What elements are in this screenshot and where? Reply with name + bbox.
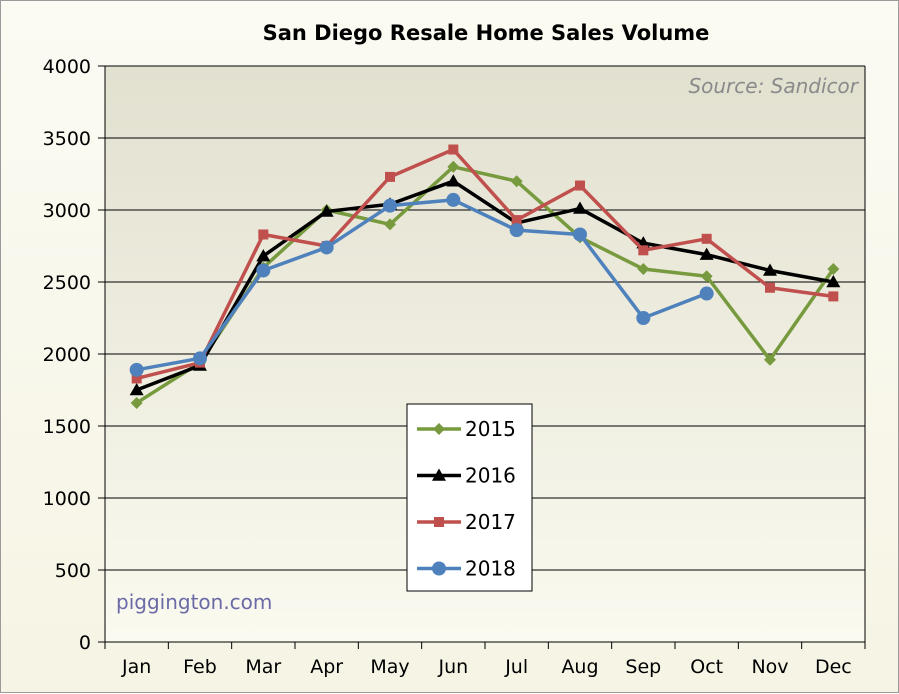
source-note: Source: Sandicor bbox=[688, 74, 859, 98]
data-point-2017-sep bbox=[638, 245, 649, 256]
legend-items: 2015 2016 2017 2018 bbox=[417, 417, 516, 581]
y-tick-label: 1000 bbox=[43, 488, 91, 510]
data-point-2017-nov bbox=[765, 282, 775, 293]
data-point-2018-oct bbox=[699, 286, 714, 301]
data-point-2017-jun bbox=[448, 144, 459, 155]
data-point-2016-jun bbox=[446, 174, 461, 187]
x-tick-label-dec: Dec bbox=[815, 656, 852, 678]
legend-item-2015: 2015 bbox=[417, 417, 516, 441]
data-point-2017-may bbox=[385, 171, 395, 182]
legend-item-2018: 2018 bbox=[417, 557, 516, 581]
data-point-2015-nov bbox=[764, 353, 776, 366]
series-group bbox=[129, 144, 841, 409]
y-tick-label: 0 bbox=[79, 632, 91, 654]
y-tick-label: 500 bbox=[55, 560, 91, 582]
legend-swatch-marker-2015 bbox=[433, 423, 445, 435]
data-point-2016-dec bbox=[826, 275, 841, 288]
legend-item-2016: 2016 bbox=[417, 464, 516, 488]
data-point-2018-sep bbox=[636, 311, 651, 325]
data-point-2015-may bbox=[384, 218, 396, 231]
data-point-2018-jun bbox=[446, 192, 461, 207]
data-point-2016-mar bbox=[256, 249, 271, 262]
legend-label-2016: 2016 bbox=[465, 464, 516, 488]
legend-swatch-marker-2017 bbox=[434, 517, 444, 527]
data-point-2016-oct bbox=[699, 247, 714, 260]
data-point-2015-sep bbox=[637, 263, 650, 276]
data-point-2018-mar bbox=[256, 263, 271, 278]
legend-label-2015: 2015 bbox=[465, 417, 516, 441]
x-tick-label-jan: Jan bbox=[121, 656, 151, 678]
series-line-2016 bbox=[136, 179, 834, 392]
x-tick-label-mar: Mar bbox=[245, 656, 281, 678]
y-tick-label: 1500 bbox=[43, 416, 91, 438]
legend-label-2018: 2018 bbox=[465, 557, 516, 581]
data-point-2018-jul bbox=[509, 223, 524, 238]
data-point-2015-dec bbox=[827, 263, 840, 276]
y-tick-label: 3000 bbox=[43, 200, 91, 222]
data-point-2016-aug bbox=[573, 201, 587, 214]
x-tick-label-apr: Apr bbox=[310, 656, 343, 678]
y-tick-label: 2000 bbox=[43, 344, 91, 366]
data-point-2017-dec bbox=[828, 291, 839, 302]
axes: 0 500 1000 1500 2000 2500 3000 3500 4000 Jan Feb Ma… bbox=[43, 56, 866, 678]
series-line-2017 bbox=[136, 147, 834, 381]
data-point-2016-jan bbox=[129, 383, 144, 396]
x-tick-label-oct: Oct bbox=[690, 656, 723, 678]
series-2018 bbox=[129, 192, 714, 377]
data-point-2018-jan bbox=[129, 362, 144, 377]
data-point-2017-oct bbox=[701, 233, 712, 244]
x-tick-label-jun: Jun bbox=[437, 656, 468, 678]
y-tick-label: 4000 bbox=[43, 56, 91, 78]
data-point-2018-feb bbox=[193, 351, 207, 366]
x-tick-label-jul: Jul bbox=[504, 656, 528, 678]
x-tick-label-feb: Feb bbox=[183, 656, 217, 678]
data-point-2017-jul bbox=[511, 215, 522, 226]
watermark-text: piggington.com bbox=[116, 590, 272, 614]
data-point-2018-may bbox=[383, 198, 397, 213]
y-tick-label: 3500 bbox=[43, 128, 91, 150]
x-tick-label-sep: Sep bbox=[625, 656, 661, 678]
x-tick-label-may: May bbox=[370, 656, 409, 678]
data-point-2016-apr bbox=[319, 204, 334, 217]
legend-swatch-marker-2016 bbox=[432, 468, 446, 481]
x-tick-label-nov: Nov bbox=[751, 656, 788, 678]
data-point-2016-nov bbox=[763, 263, 777, 276]
data-point-2018-aug bbox=[573, 227, 587, 242]
legend-label-2017: 2017 bbox=[465, 510, 516, 534]
data-point-2017-mar bbox=[258, 229, 269, 240]
legend-item-2017: 2017 bbox=[417, 510, 516, 534]
x-tick-label-aug: Aug bbox=[561, 656, 598, 678]
data-point-2015-oct bbox=[700, 270, 713, 283]
series-2016 bbox=[129, 174, 841, 396]
chart-title: San Diego Resale Home Sales Volume bbox=[263, 21, 710, 45]
y-tick-label: 2500 bbox=[43, 272, 91, 294]
data-point-2015-jun bbox=[447, 160, 460, 173]
data-point-2018-apr bbox=[319, 240, 334, 255]
data-point-2017-jan bbox=[131, 373, 142, 384]
data-point-2015-jan bbox=[130, 396, 143, 409]
data-point-2017-aug bbox=[575, 180, 585, 191]
legend-box bbox=[406, 403, 533, 592]
legend: 2015 2016 2017 2018 bbox=[406, 403, 533, 592]
series-line-2018 bbox=[136, 198, 708, 372]
data-point-2015-jul bbox=[510, 175, 523, 188]
legend-swatch-marker-2018 bbox=[432, 561, 446, 576]
